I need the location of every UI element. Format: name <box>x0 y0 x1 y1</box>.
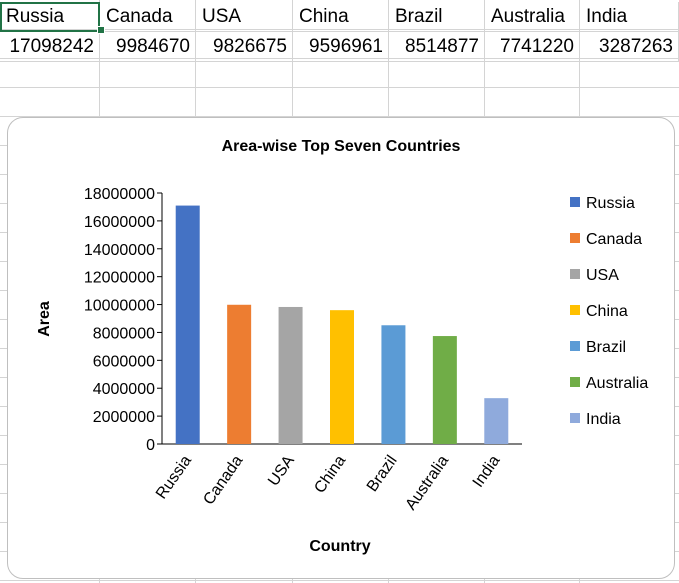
x-tick-label: USA <box>265 452 298 489</box>
y-tick-label: 6000000 <box>93 353 155 370</box>
y-tick-label: 8000000 <box>93 325 155 342</box>
value-cell[interactable]: 17098242 <box>0 32 100 62</box>
row-gridline <box>0 116 679 117</box>
y-tick-label: 16000000 <box>84 214 155 231</box>
y-tick-label: 10000000 <box>84 298 155 315</box>
legend-label: Russia <box>586 195 635 212</box>
y-tick-label: 2000000 <box>93 409 155 426</box>
x-tick-label: China <box>311 452 349 496</box>
y-tick-label: 4000000 <box>93 381 155 398</box>
value-cell[interactable]: 8514877 <box>389 32 485 62</box>
legend-swatch <box>570 413 580 423</box>
bar-chart[interactable]: Area-wise Top Seven Countries Area Count… <box>7 117 675 579</box>
header-cell[interactable]: India <box>580 2 679 32</box>
x-tick-label: Australia <box>403 452 453 513</box>
header-cell[interactable]: USA <box>196 2 293 32</box>
legend-swatch <box>570 377 580 387</box>
chart-canvas: Area-wise Top Seven Countries Area Count… <box>36 138 648 555</box>
plot-area: 0 2000000 4000000 6000000 8000000 10000000 120… <box>84 186 522 513</box>
x-tick-label: Canada <box>200 452 246 508</box>
legend-swatch <box>570 305 580 315</box>
header-cell[interactable]: Canada <box>100 2 196 32</box>
value-cell[interactable]: 9826675 <box>196 32 293 62</box>
x-tick-label: Russia <box>153 452 195 502</box>
bar-brazil[interactable] <box>381 325 406 444</box>
legend-label: USA <box>586 267 619 284</box>
bar-china[interactable] <box>330 310 354 444</box>
y-tick-label: 0 <box>146 437 155 454</box>
y-tick-label: 18000000 <box>84 186 155 203</box>
bar-russia[interactable] <box>175 205 200 444</box>
legend-label: India <box>586 411 621 428</box>
header-cell[interactable]: Russia <box>0 2 100 32</box>
value-cell[interactable]: 3287263 <box>580 32 679 62</box>
legend-label: China <box>586 303 628 320</box>
fill-handle[interactable] <box>97 26 105 34</box>
bar-india[interactable] <box>484 398 509 444</box>
legend-swatch <box>570 269 580 279</box>
y-tick-label: 12000000 <box>84 270 155 287</box>
legend-swatch <box>570 197 580 207</box>
value-cell[interactable]: 9984670 <box>100 32 196 62</box>
header-cell[interactable]: Brazil <box>389 2 485 32</box>
y-axis-title: Area <box>36 301 53 337</box>
legend[interactable]: Russia Canada USA China Brazil Australia India <box>570 195 648 428</box>
row-gridline <box>0 580 679 581</box>
bar-australia[interactable] <box>432 336 457 444</box>
row-gridline <box>0 58 679 59</box>
legend-swatch <box>570 341 580 351</box>
x-tick-label: India <box>470 452 504 490</box>
chart-title: Area-wise Top Seven Countries <box>222 138 461 155</box>
header-cell[interactable]: Australia <box>485 2 580 32</box>
legend-label: Australia <box>586 375 648 392</box>
legend-label: Canada <box>586 231 642 248</box>
bar-canada[interactable] <box>227 304 252 444</box>
header-cell[interactable]: China <box>293 2 389 32</box>
legend-label: Brazil <box>586 339 626 356</box>
x-tick-label: Brazil <box>364 453 401 496</box>
x-axis-title: Country <box>309 538 370 555</box>
legend-swatch <box>570 233 580 243</box>
value-cell[interactable]: 7741220 <box>485 32 580 62</box>
y-tick-label: 14000000 <box>84 242 155 259</box>
row-gridline <box>0 87 679 88</box>
value-cell[interactable]: 9596961 <box>293 32 389 62</box>
row-gridline <box>0 29 679 30</box>
bar-usa[interactable] <box>278 306 303 444</box>
